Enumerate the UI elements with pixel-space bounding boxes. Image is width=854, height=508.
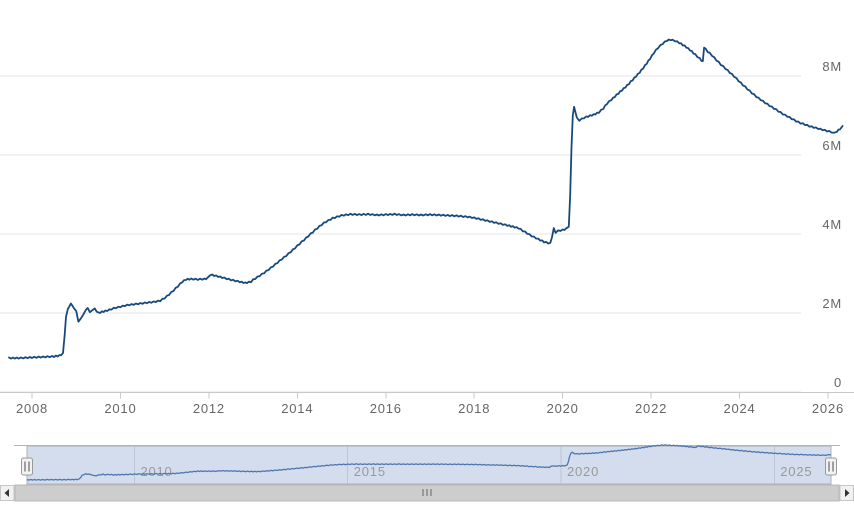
navigator-selected-range[interactable] [26,445,832,485]
navigator-handle-left[interactable] [21,457,33,476]
y-axis-label: 4M [822,217,842,232]
navigator-series-line [26,444,832,481]
plot-area[interactable] [0,12,808,392]
navigator: 2010 2015 2020 2025 [14,444,840,485]
right-arrow-icon [845,489,850,497]
x-axis-label: 2026 [812,401,844,416]
main-series [8,38,844,360]
x-axis-label: 2008 [16,401,48,416]
navigator-handle-left-grip-icon[interactable] [21,457,33,476]
x-axis-label: 2020 [547,401,579,416]
scrollbar-right-button[interactable] [839,485,854,501]
x-axis-label: 2018 [458,401,490,416]
navigator-handle-right[interactable] [825,457,837,476]
x-axis-label: 2024 [723,401,755,416]
navigator-handle-right-grip-icon[interactable] [825,457,837,476]
left-arrow-icon [4,489,9,497]
x-axis-label: 2014 [281,401,313,416]
y-axis-label: 2M [822,296,842,311]
x-axis-label: 2022 [635,401,667,416]
navigator-axis-label: 2020 [567,464,599,479]
navigator-axis-label: 2010 [140,464,172,479]
y-axis-label: 6M [822,138,842,153]
x-axis-label: 2010 [104,401,136,416]
x-axis [0,392,854,399]
navigator-axis-label: 2015 [354,464,386,479]
scrollbar-left-button[interactable] [0,485,15,501]
navigator-axis-label: 2025 [780,464,812,479]
y-axis-label: 8M [822,59,842,74]
series-line [8,38,844,360]
y-axis-label: 0 [834,375,842,390]
scrollbar [0,484,854,502]
x-axis-label: 2012 [193,401,225,416]
plot-area-surface[interactable] [0,12,808,392]
y-axis-labels: 8M 6M 4M 2M 0 [822,59,842,390]
x-axis-label: 2016 [370,401,402,416]
x-axis-labels: 2008 2010 2012 2014 2016 2018 2020 2022 2024 2026 [16,401,844,416]
